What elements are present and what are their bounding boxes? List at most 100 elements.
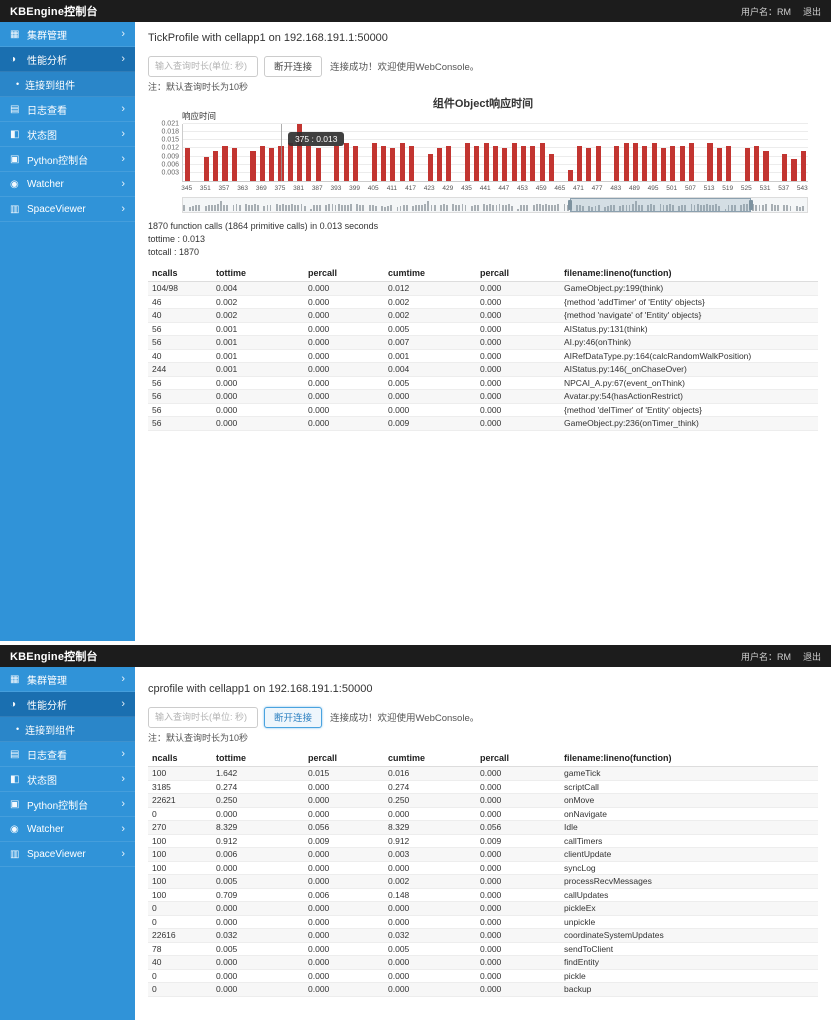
datazoom-handle-left[interactable]	[567, 200, 572, 210]
chart-bar[interactable]	[511, 143, 517, 181]
sidebar-item-python-console[interactable]: ▣ Python控制台 ›	[0, 147, 135, 172]
chart-bar[interactable]	[688, 143, 694, 181]
chart-bar[interactable]	[763, 151, 769, 181]
chart-bar[interactable]	[399, 143, 405, 181]
datazoom-mini-bar	[411, 205, 414, 211]
sidebar-item-logs[interactable]: ▤ 日志查看 ›	[0, 97, 135, 122]
chart-bar[interactable]	[371, 143, 377, 181]
chart-datazoom-slider[interactable]	[182, 197, 808, 213]
chart-bar[interactable]	[408, 145, 415, 181]
logout-link[interactable]: 退出	[802, 6, 821, 17]
sidebar-item-performance[interactable]: ◑ 性能分析 ›	[0, 47, 135, 72]
chart-bar[interactable]	[436, 148, 443, 181]
chart-bar[interactable]	[231, 148, 237, 181]
table-row: 0 0.000 0.000 0.000 0.000 pickle	[148, 969, 818, 983]
chart-bar[interactable]	[539, 143, 545, 181]
sidebar-submenu: • 连接到组件	[0, 72, 135, 97]
chart-bar[interactable]	[707, 143, 713, 181]
sidebar-item-watcher[interactable]: ◉ Watcher ›	[0, 817, 135, 842]
chart-bar[interactable]	[427, 153, 433, 181]
sidebar-subitem-connect-component[interactable]: • 连接到组件	[0, 717, 135, 741]
chart-bar[interactable]	[203, 156, 209, 181]
sidebar-item-cluster[interactable]: ▦ 集群管理 ›	[0, 667, 135, 692]
datazoom-mini-bar	[786, 204, 789, 211]
chart-bar[interactable]	[343, 143, 349, 181]
query-duration-input[interactable]	[148, 55, 258, 77]
datazoom-window[interactable]	[569, 198, 751, 212]
chart-bar[interactable]	[660, 148, 666, 181]
chart-bar[interactable]	[483, 143, 489, 181]
chart-bar[interactable]	[474, 145, 480, 181]
logout-link[interactable]: 退出	[802, 651, 821, 662]
sidebar-item-status-chart[interactable]: ◧ 状态图 ›	[0, 767, 135, 792]
chart-bar[interactable]	[548, 153, 555, 181]
chart-bar[interactable]	[791, 159, 797, 181]
chart-bar[interactable]	[520, 145, 527, 181]
chart-bar[interactable]	[315, 148, 321, 181]
query-duration-input[interactable]	[148, 706, 258, 728]
sidebar-item-performance[interactable]: ◑ 性能分析 ›	[0, 692, 135, 717]
chart-bar[interactable]	[446, 145, 452, 181]
datazoom-mini-bar	[337, 204, 340, 211]
chart-legend[interactable]: 响应时间	[162, 110, 216, 122]
disconnect-button[interactable]: 断开连接	[264, 55, 323, 77]
table-cell: 0.001	[212, 335, 304, 350]
datazoom-handle-right[interactable]	[748, 200, 753, 210]
table-cell: 0	[148, 901, 212, 916]
sidebar-item-spaceviewer[interactable]: ▥ SpaceViewer ›	[0, 842, 135, 867]
sidebar-item-status-chart[interactable]: ◧ 状态图 ›	[0, 122, 135, 147]
chart-bar[interactable]	[502, 148, 508, 181]
chart-bar[interactable]	[259, 145, 265, 181]
chart-bar[interactable]	[586, 148, 592, 181]
table-cell: 244	[148, 362, 212, 377]
chart-bar[interactable]	[716, 148, 722, 181]
datazoom-mini-bar	[204, 205, 207, 211]
chart-bar[interactable]	[380, 145, 387, 181]
chart-bar[interactable]	[567, 170, 573, 181]
chart-bar[interactable]	[614, 145, 620, 181]
chart-bar[interactable]	[287, 143, 293, 181]
chart-bar[interactable]	[492, 145, 499, 181]
sidebar-item-cluster[interactable]: ▦ 集群管理 ›	[0, 22, 135, 47]
sidebar-item-python-console[interactable]: ▣ Python控制台 ›	[0, 792, 135, 817]
chart-bar[interactable]	[353, 145, 359, 181]
chart-bar[interactable]	[269, 148, 275, 181]
datazoom-mini-bar	[650, 204, 653, 211]
chart-bar[interactable]	[782, 153, 788, 181]
chart-bar[interactable]	[623, 143, 629, 181]
table-cell: 0	[148, 915, 212, 929]
chart-bar[interactable]	[744, 148, 750, 181]
chart-bar[interactable]	[306, 145, 312, 181]
table-cell: 8.329	[212, 820, 304, 835]
chart-bar[interactable]	[222, 145, 228, 181]
disconnect-button[interactable]: 断开连接	[264, 706, 323, 728]
chart-bar[interactable]	[726, 145, 732, 181]
chart-bar[interactable]	[334, 145, 340, 181]
chart-bar[interactable]	[297, 124, 303, 181]
chart-bar[interactable]	[642, 145, 648, 181]
chart-bar[interactable]	[390, 148, 396, 181]
chart-bar[interactable]	[530, 145, 536, 181]
chart-bar[interactable]	[464, 143, 471, 181]
chart-bar[interactable]	[651, 143, 657, 181]
sidebar-item-logs[interactable]: ▤ 日志查看 ›	[0, 742, 135, 767]
table-cell: unpickle	[560, 915, 818, 929]
chart-bar[interactable]	[632, 143, 638, 181]
sidebar-item-spaceviewer[interactable]: ▥ SpaceViewer ›	[0, 197, 135, 222]
chart-bar[interactable]	[670, 145, 676, 181]
chart-bar[interactable]	[576, 145, 582, 181]
chart-bar[interactable]	[800, 151, 806, 181]
chart-bar[interactable]	[213, 151, 219, 181]
chart-bar[interactable]	[754, 145, 760, 181]
chevron-right-icon: ›	[121, 178, 125, 190]
page-title: cprofile with cellapp1 on 192.168.191.1:…	[148, 683, 373, 695]
sidebar-subitem-connect-component[interactable]: • 连接到组件	[0, 72, 135, 96]
chart-bar[interactable]	[185, 148, 191, 181]
datazoom-mini-bar	[359, 205, 362, 211]
table-cell: 0.009	[384, 416, 476, 431]
chart-bar[interactable]	[595, 145, 601, 181]
chart-bar[interactable]	[679, 145, 685, 181]
chart-bar[interactable]	[250, 151, 256, 181]
sidebar-item-watcher[interactable]: ◉ Watcher ›	[0, 172, 135, 197]
gridline	[183, 131, 808, 133]
